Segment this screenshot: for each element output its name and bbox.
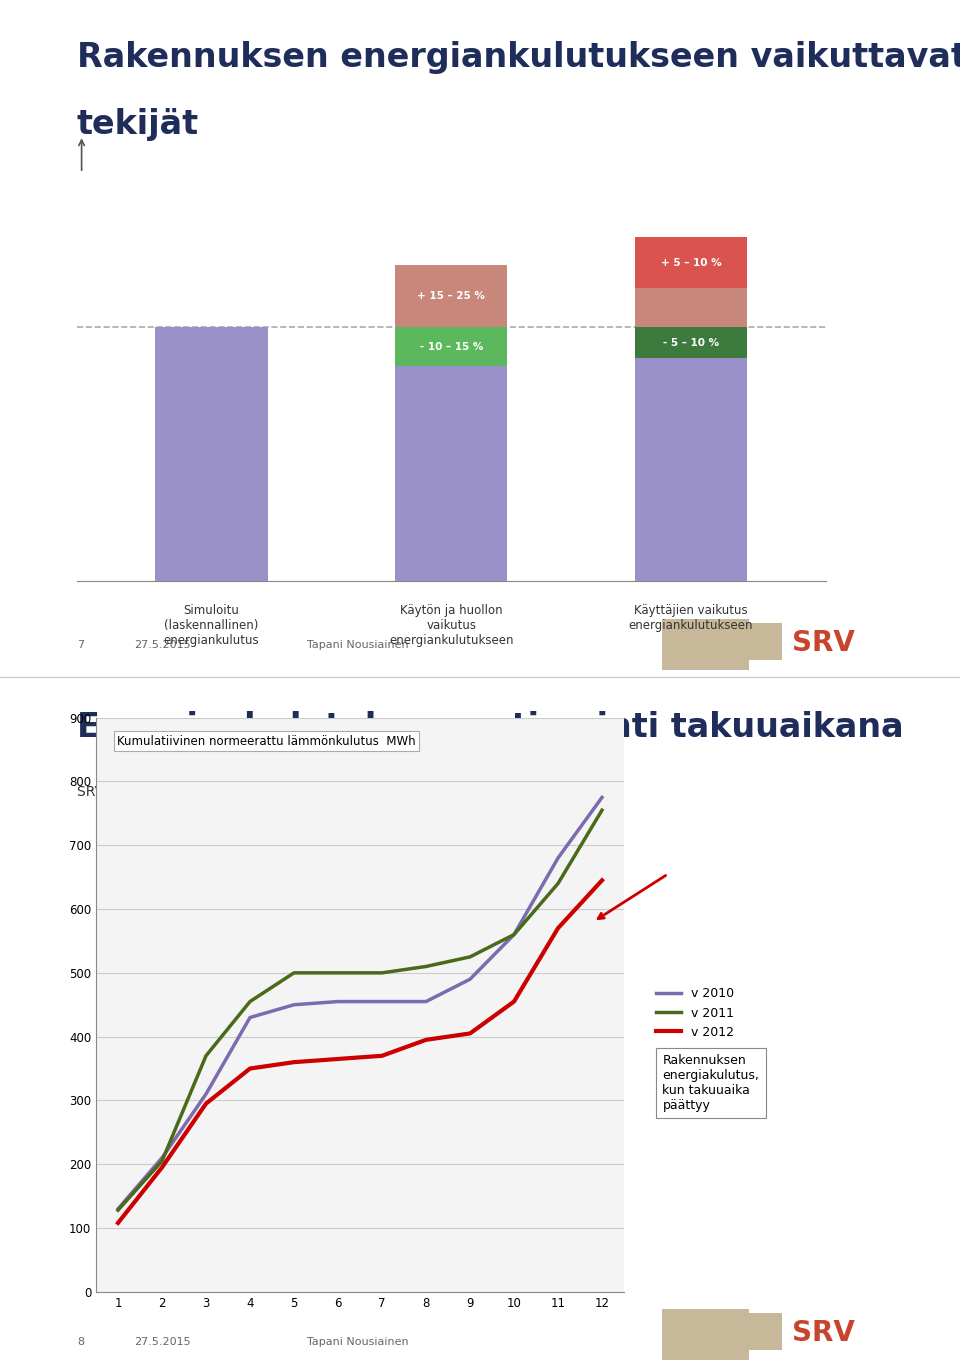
Bar [635,288,747,327]
Text: + 15 – 25 %: + 15 – 25 % [418,291,485,301]
Bar [635,238,747,288]
Text: 8: 8 [77,1337,84,1346]
Text: •  Energiakulutus säädetään mahdollisimman pieneksi: • Energiakulutus säädetään mahdollisimma… [96,874,475,887]
Bar [720,622,782,660]
Bar [662,619,749,670]
Bar [396,327,507,366]
Bar [396,265,507,327]
Bar [635,327,747,358]
Text: - 5 – 10 %: - 5 – 10 % [662,338,719,347]
Text: Käytön ja huollon
vaikutus
energiankulutukseen: Käytön ja huollon vaikutus energiankulut… [389,604,514,648]
Text: - 10 – 15 %: - 10 – 15 % [420,342,483,351]
Text: Tapani Nousiainen: Tapani Nousiainen [307,640,409,649]
Text: SRV: SRV [792,1319,854,1346]
Legend: v 2010, v 2011, v 2012: v 2010, v 2011, v 2012 [652,983,739,1044]
Text: 7: 7 [77,640,84,649]
Text: SRV: SRV [792,629,854,656]
Text: •  Viihtyvyys parantuu: • Viihtyvyys parantuu [96,833,252,846]
Text: Rakennuksen energiankulutukseen vaikuttavat: Rakennuksen energiankulutukseen vaikutta… [77,41,960,74]
Text: + 5 – 10 %: + 5 – 10 % [660,257,721,268]
Bar [156,327,268,581]
Text: Energiankulutuksen optimointi takuuaikana: Energiankulutuksen optimointi takuuaikan… [77,711,903,744]
Bar [396,327,507,581]
Text: Tapani Nousiainen: Tapani Nousiainen [307,1337,409,1346]
Text: 27.5.2015: 27.5.2015 [134,1337,191,1346]
Text: Kumulatiivinen normeerattu lämmönkulutus  MWh: Kumulatiivinen normeerattu lämmönkulutus… [117,735,416,748]
Text: 27.5.2015: 27.5.2015 [134,640,191,649]
Text: Käyttäjien vaikutus
energiankulutukseen: Käyttäjien vaikutus energiankulutukseen [629,604,753,633]
Bar [662,1310,749,1360]
Bar [635,327,747,581]
Text: Rakennuksen
energiakulutus,
kun takuuaika
päättyy: Rakennuksen energiakulutus, kun takuuaik… [662,1054,759,1111]
Text: Simuloitu
(laskennallinen)
energiankulutus: Simuloitu (laskennallinen) energiankulut… [164,604,259,648]
Bar [720,1312,782,1351]
Text: tekijät: tekijät [77,108,199,141]
Text: SRV optimoi kohteensa energiankulutuksen takuuaikana: SRV optimoi kohteensa energiankulutuksen… [77,785,468,800]
Text: kWh: kWh [77,183,105,197]
